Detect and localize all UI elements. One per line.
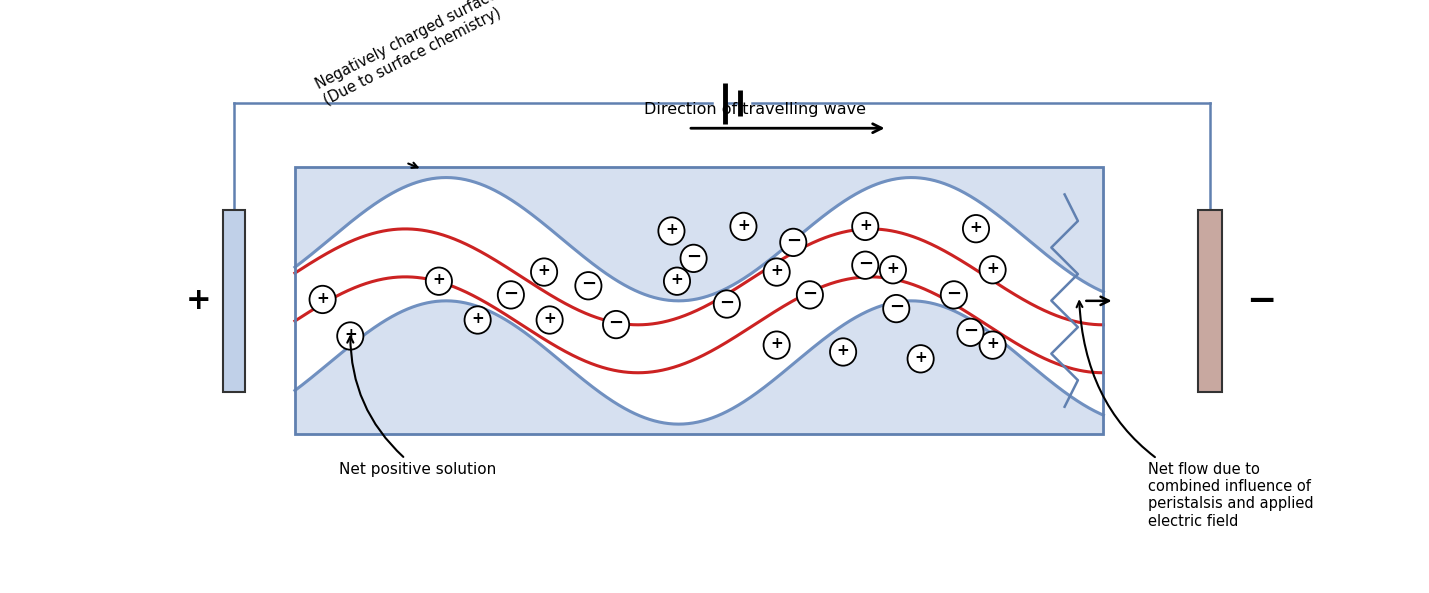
Ellipse shape (730, 213, 756, 240)
Text: Net flow due to
combined influence of
peristalsis and applied
electric field: Net flow due to combined influence of pe… (1076, 301, 1313, 529)
Ellipse shape (680, 245, 707, 272)
Ellipse shape (532, 259, 557, 286)
Ellipse shape (963, 215, 989, 243)
Text: +: + (886, 261, 899, 276)
Text: +: + (664, 222, 677, 237)
Ellipse shape (880, 256, 906, 283)
Text: −: − (686, 248, 702, 266)
Ellipse shape (883, 295, 909, 323)
Bar (223, 209, 246, 392)
Text: +: + (915, 350, 927, 365)
Ellipse shape (536, 307, 563, 334)
Bar (294, 167, 1103, 434)
Text: Net positive solution: Net positive solution (339, 337, 496, 477)
Text: −: − (503, 285, 519, 302)
Text: +: + (344, 327, 357, 342)
Text: +: + (433, 272, 446, 288)
Text: +: + (970, 220, 982, 235)
Text: +: + (737, 218, 750, 232)
Text: +: + (770, 336, 783, 351)
Text: +: + (543, 311, 556, 326)
Ellipse shape (337, 323, 363, 350)
Ellipse shape (979, 331, 1006, 359)
Text: Direction of travelling wave: Direction of travelling wave (643, 102, 866, 117)
Ellipse shape (940, 281, 967, 308)
Ellipse shape (464, 307, 490, 334)
Text: Negatively charged surface
(Due to surface chemistry): Negatively charged surface (Due to surfa… (313, 0, 507, 108)
Text: −: − (889, 298, 903, 316)
Ellipse shape (979, 256, 1006, 283)
Text: +: + (837, 343, 849, 358)
Bar (1198, 209, 1222, 392)
Ellipse shape (763, 259, 790, 286)
Ellipse shape (664, 267, 690, 295)
Ellipse shape (957, 318, 983, 346)
Text: +: + (670, 272, 683, 288)
Text: +: + (186, 286, 211, 315)
Text: −: − (609, 314, 623, 332)
Text: −: − (786, 232, 800, 250)
Text: −: − (719, 294, 735, 312)
Text: −: − (857, 255, 873, 273)
Ellipse shape (310, 286, 336, 313)
Text: −: − (963, 322, 977, 340)
Ellipse shape (426, 267, 452, 295)
Text: −: − (580, 275, 596, 294)
Text: +: + (316, 291, 329, 305)
Ellipse shape (797, 281, 823, 308)
Text: +: + (537, 263, 550, 278)
Ellipse shape (713, 291, 740, 318)
Text: +: + (986, 336, 999, 351)
Ellipse shape (576, 272, 602, 299)
Bar (294, 167, 1103, 434)
Text: +: + (770, 263, 783, 278)
Ellipse shape (659, 217, 684, 245)
Ellipse shape (763, 331, 790, 359)
Ellipse shape (497, 281, 524, 308)
Ellipse shape (780, 229, 806, 256)
Text: −: − (946, 285, 962, 302)
Ellipse shape (830, 338, 856, 366)
Text: +: + (859, 218, 872, 232)
Ellipse shape (852, 251, 879, 279)
Text: −: − (1246, 284, 1278, 318)
Ellipse shape (852, 213, 879, 240)
Ellipse shape (603, 311, 629, 338)
Text: −: − (802, 285, 817, 302)
Ellipse shape (907, 345, 933, 372)
Text: +: + (986, 261, 999, 276)
Text: +: + (472, 311, 484, 326)
